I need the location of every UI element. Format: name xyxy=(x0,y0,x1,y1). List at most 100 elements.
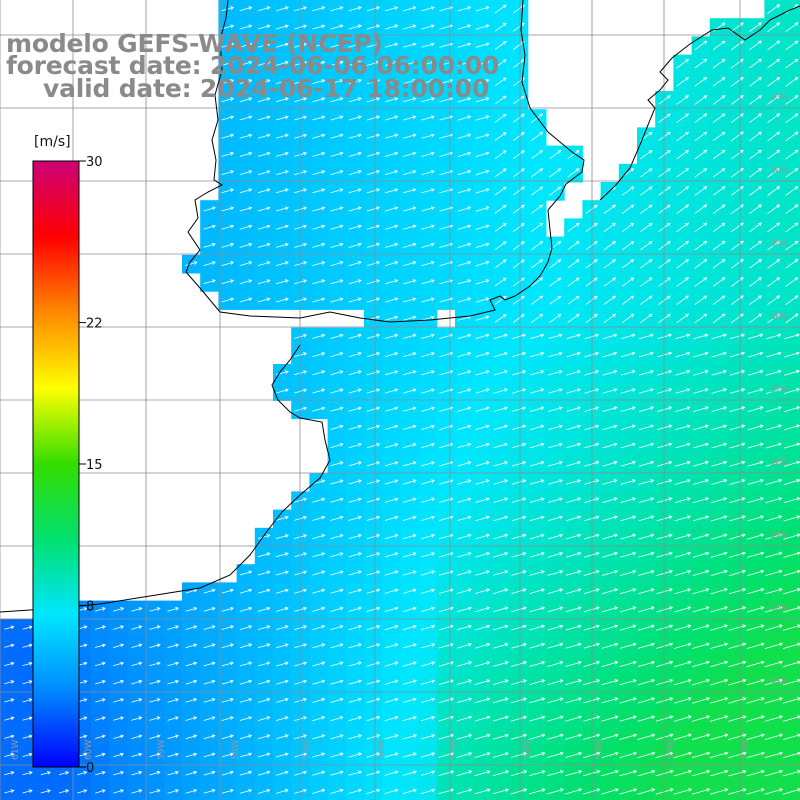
wind-arrow xyxy=(330,697,344,703)
wind-arrow xyxy=(239,206,253,212)
wind-arrow xyxy=(531,259,544,269)
wind-arrow xyxy=(564,770,583,777)
wind-arrow xyxy=(330,297,344,303)
wind-arrow xyxy=(746,769,765,777)
wind-arrow xyxy=(312,6,326,12)
wind-arrow xyxy=(494,241,507,251)
wind-arrow xyxy=(113,734,125,739)
wind-arrow xyxy=(749,204,762,215)
wind-arrow xyxy=(475,206,490,212)
wind-arrow xyxy=(765,497,783,504)
wind-arrow xyxy=(421,60,435,66)
wind-arrow xyxy=(275,188,289,194)
wind-arrow xyxy=(421,224,435,230)
wind-arrow xyxy=(548,388,563,394)
wind-arrow xyxy=(403,297,417,303)
wind-arrow xyxy=(402,588,417,594)
wind-arrow xyxy=(95,734,106,739)
wind-arrow xyxy=(583,715,601,722)
wind-arrow xyxy=(584,461,600,467)
wind-arrow xyxy=(729,388,746,394)
wind-arrow xyxy=(167,661,180,667)
wind-arrow xyxy=(512,168,525,178)
wind-arrow xyxy=(638,497,655,503)
wind-arrow xyxy=(348,570,363,576)
wind-arrow xyxy=(312,224,326,230)
wind-vectors xyxy=(4,4,800,795)
wind-arrow xyxy=(312,606,326,612)
wind-arrow xyxy=(676,131,690,142)
wind-arrow xyxy=(548,351,563,358)
wind-arrow xyxy=(22,698,33,703)
wind-arrow xyxy=(711,406,728,412)
wind-arrow xyxy=(330,497,344,503)
wind-arrow xyxy=(203,643,216,649)
wind-arrow xyxy=(348,24,362,30)
wind-arrow xyxy=(402,497,417,503)
wind-arrow xyxy=(475,351,490,358)
wind-arrow xyxy=(312,734,326,740)
wind-arrow xyxy=(167,789,180,794)
wind-arrow xyxy=(603,222,617,233)
wind-arrow xyxy=(475,588,491,594)
wind-arrow xyxy=(257,570,271,576)
wind-arrow xyxy=(384,697,399,703)
wind-arrow xyxy=(511,479,527,485)
wind-arrow xyxy=(765,569,783,577)
wind-arrow xyxy=(746,551,765,558)
wind-arrow xyxy=(494,295,507,305)
wind-arrow xyxy=(457,115,472,121)
wind-arrow xyxy=(22,625,33,630)
wind-arrow xyxy=(693,369,709,376)
wind-arrow xyxy=(312,697,326,703)
wind-arrow xyxy=(512,95,525,105)
wind-arrow xyxy=(330,206,344,212)
wind-arrow xyxy=(384,279,399,285)
wind-arrow xyxy=(767,186,781,196)
wind-arrow xyxy=(203,661,216,667)
wind-arrow xyxy=(330,279,344,285)
wind-arrow xyxy=(330,661,344,667)
wind-arrow xyxy=(619,660,637,667)
wind-arrow xyxy=(366,715,381,722)
wind-arrow xyxy=(421,261,435,267)
wind-arrow xyxy=(746,606,765,613)
wind-arrow xyxy=(403,42,417,48)
wind-arrow xyxy=(457,552,472,558)
wind-arrow xyxy=(767,149,781,160)
wind-arrow xyxy=(366,479,381,485)
wind-arrow xyxy=(511,333,527,339)
wind-arrow xyxy=(621,222,635,233)
wind-arrow xyxy=(366,170,381,176)
wind-arrow xyxy=(239,188,253,194)
wind-arrow xyxy=(601,679,619,686)
wind-arrow xyxy=(113,625,125,630)
wind-arrow xyxy=(691,769,711,777)
wind-arrow xyxy=(420,570,436,576)
wind-arrow xyxy=(203,242,216,248)
wind-arrow xyxy=(403,133,417,139)
wind-arrow xyxy=(457,297,472,303)
wind-arrow xyxy=(402,406,417,412)
wind-arrow xyxy=(457,533,472,540)
wind-arrow xyxy=(764,715,784,722)
wind-arrow xyxy=(694,186,708,196)
wind-arrow xyxy=(765,369,782,376)
wind-arrow xyxy=(257,588,271,594)
wind-arrow xyxy=(765,460,783,467)
wind-arrow xyxy=(420,552,436,558)
wind-arrow xyxy=(403,315,417,321)
wind-arrow xyxy=(640,222,653,233)
wind-arrow xyxy=(512,22,525,32)
wind-arrow xyxy=(749,113,762,124)
wind-arrow xyxy=(221,224,235,230)
wind-arrow xyxy=(457,42,472,48)
wind-arrow xyxy=(674,442,691,449)
wind-arrow xyxy=(494,259,507,269)
wind-arrow xyxy=(384,606,399,612)
wind-arrow xyxy=(511,570,527,576)
wind-arrow xyxy=(275,388,289,394)
wind-arrow xyxy=(693,442,710,449)
wind-arrow xyxy=(348,716,362,722)
wind-arrow xyxy=(239,24,253,30)
